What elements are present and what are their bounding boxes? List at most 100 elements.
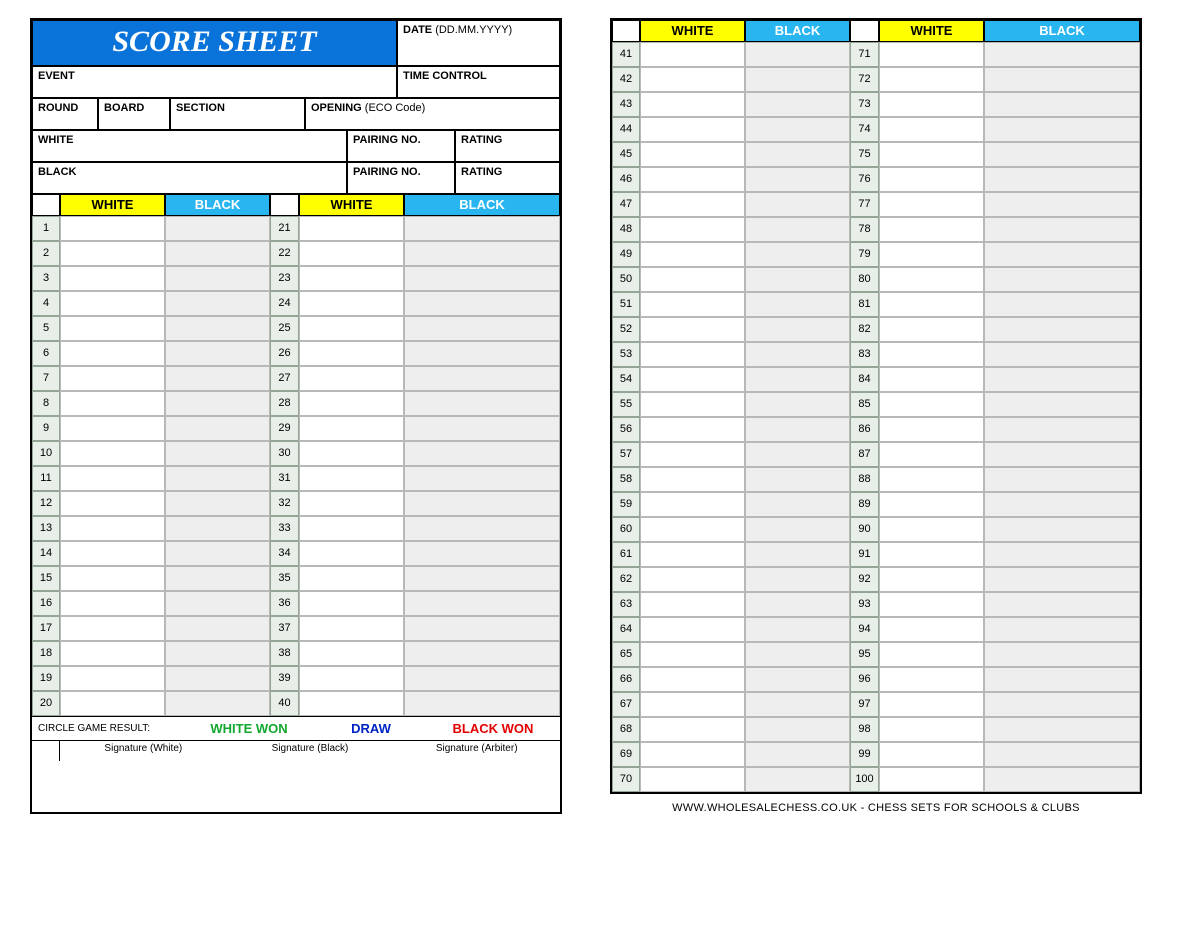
black-move-cell[interactable] [745,617,850,642]
white-move-cell[interactable] [640,167,745,192]
white-move-cell[interactable] [879,267,984,292]
white-move-cell[interactable] [299,391,404,416]
black-move-cell[interactable] [984,642,1140,667]
black-move-cell[interactable] [745,267,850,292]
white-move-cell[interactable] [60,616,165,641]
black-move-cell[interactable] [745,342,850,367]
black-move-cell[interactable] [404,291,560,316]
white-move-cell[interactable] [60,566,165,591]
black-move-cell[interactable] [404,641,560,666]
white-move-cell[interactable] [60,441,165,466]
white-move-cell[interactable] [60,366,165,391]
white-move-cell[interactable] [640,492,745,517]
black-move-cell[interactable] [165,591,270,616]
black-move-cell[interactable] [745,417,850,442]
white-move-cell[interactable] [879,692,984,717]
black-move-cell[interactable] [165,641,270,666]
black-move-cell[interactable] [745,492,850,517]
white-move-cell[interactable] [879,517,984,542]
white-move-cell[interactable] [879,217,984,242]
black-move-cell[interactable] [745,742,850,767]
signature-white[interactable]: Signature (White) [60,741,227,761]
black-move-cell[interactable] [984,742,1140,767]
black-move-cell[interactable] [404,366,560,391]
white-move-cell[interactable] [299,216,404,241]
white-move-cell[interactable] [640,67,745,92]
white-move-cell[interactable] [60,341,165,366]
black-move-cell[interactable] [404,516,560,541]
white-move-cell[interactable] [299,516,404,541]
white-move-cell[interactable] [299,491,404,516]
black-move-cell[interactable] [404,316,560,341]
white-move-cell[interactable] [640,142,745,167]
black-move-cell[interactable] [404,591,560,616]
black-move-cell[interactable] [165,491,270,516]
white-move-cell[interactable] [640,192,745,217]
white-move-cell[interactable] [299,541,404,566]
white-move-cell[interactable] [879,542,984,567]
opening-field[interactable]: OPENING (ECO Code) [305,98,560,130]
black-move-cell[interactable] [165,341,270,366]
white-pairing-field[interactable]: PAIRING NO. [347,130,455,162]
black-move-cell[interactable] [984,392,1140,417]
white-move-cell[interactable] [60,316,165,341]
white-move-cell[interactable] [640,417,745,442]
white-move-cell[interactable] [640,92,745,117]
white-move-cell[interactable] [640,592,745,617]
white-move-cell[interactable] [640,467,745,492]
white-move-cell[interactable] [879,492,984,517]
black-move-cell[interactable] [745,242,850,267]
black-move-cell[interactable] [404,391,560,416]
black-move-cell[interactable] [984,317,1140,342]
white-move-cell[interactable] [299,616,404,641]
black-move-cell[interactable] [404,541,560,566]
white-move-cell[interactable] [299,316,404,341]
black-move-cell[interactable] [404,691,560,716]
white-player-field[interactable]: WHITE [32,130,347,162]
black-move-cell[interactable] [745,467,850,492]
black-player-field[interactable]: BLACK [32,162,347,194]
black-move-cell[interactable] [984,567,1140,592]
white-move-cell[interactable] [60,666,165,691]
black-move-cell[interactable] [165,366,270,391]
black-move-cell[interactable] [404,466,560,491]
black-move-cell[interactable] [404,416,560,441]
white-move-cell[interactable] [640,117,745,142]
white-move-cell[interactable] [60,541,165,566]
black-move-cell[interactable] [745,517,850,542]
black-move-cell[interactable] [745,717,850,742]
white-move-cell[interactable] [640,217,745,242]
black-move-cell[interactable] [404,666,560,691]
white-move-cell[interactable] [640,267,745,292]
black-move-cell[interactable] [404,241,560,266]
section-field[interactable]: SECTION [170,98,305,130]
black-move-cell[interactable] [745,317,850,342]
result-white-won[interactable]: WHITE WON [188,721,310,736]
white-move-cell[interactable] [60,391,165,416]
black-move-cell[interactable] [984,517,1140,542]
black-move-cell[interactable] [745,442,850,467]
signature-arbiter[interactable]: Signature (Arbiter) [393,741,560,761]
white-move-cell[interactable] [879,67,984,92]
black-rating-field[interactable]: RATING [455,162,560,194]
black-move-cell[interactable] [745,192,850,217]
time-control-field[interactable]: TIME CONTROL [397,66,560,98]
white-move-cell[interactable] [640,767,745,792]
white-move-cell[interactable] [299,591,404,616]
black-move-cell[interactable] [404,491,560,516]
black-move-cell[interactable] [984,242,1140,267]
white-move-cell[interactable] [879,142,984,167]
black-move-cell[interactable] [404,616,560,641]
black-move-cell[interactable] [165,416,270,441]
black-move-cell[interactable] [984,692,1140,717]
black-move-cell[interactable] [745,42,850,67]
event-field[interactable]: EVENT [32,66,397,98]
white-move-cell[interactable] [640,742,745,767]
date-field[interactable]: DATE (DD.MM.YYYY) [397,20,560,66]
white-move-cell[interactable] [60,516,165,541]
black-move-cell[interactable] [745,167,850,192]
white-move-cell[interactable] [879,617,984,642]
black-move-cell[interactable] [165,241,270,266]
black-move-cell[interactable] [745,92,850,117]
black-move-cell[interactable] [984,92,1140,117]
